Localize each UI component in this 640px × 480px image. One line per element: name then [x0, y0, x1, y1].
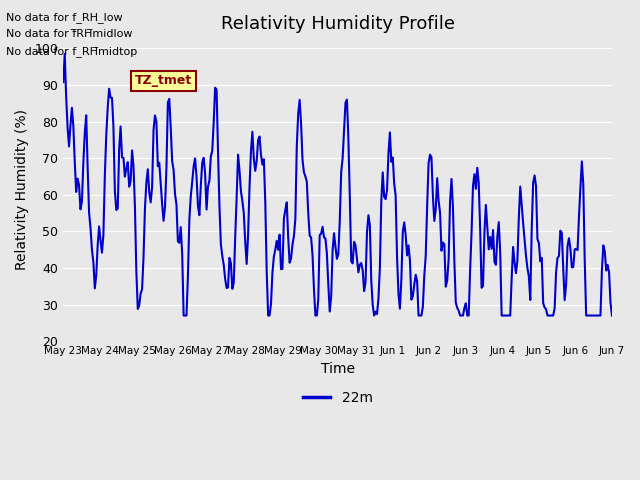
- X-axis label: Time: Time: [321, 361, 355, 375]
- Text: No data for f_RH̅midtop: No data for f_RH̅midtop: [6, 46, 138, 57]
- Text: No data for f̅RH̅midlow: No data for f̅RH̅midlow: [6, 29, 133, 39]
- Title: Relativity Humidity Profile: Relativity Humidity Profile: [221, 15, 454, 33]
- Legend: 22m: 22m: [297, 385, 378, 410]
- Text: TZ_tmet: TZ_tmet: [134, 74, 192, 87]
- Y-axis label: Relativity Humidity (%): Relativity Humidity (%): [15, 109, 29, 270]
- Text: No data for f_RH_low: No data for f_RH_low: [6, 12, 123, 23]
